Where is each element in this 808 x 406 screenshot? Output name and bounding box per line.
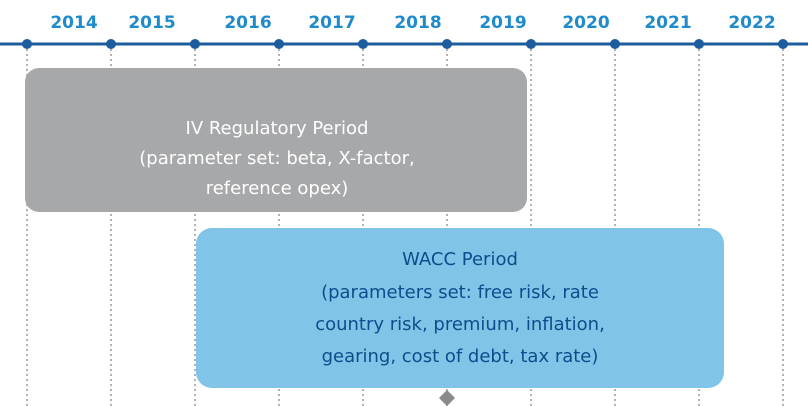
year-label: 2018 (394, 13, 441, 33)
year-label: 2017 (308, 13, 355, 33)
period-text: reference opex) (206, 178, 349, 199)
timeline-dot (22, 39, 32, 49)
period-text: WACC Period (402, 249, 518, 270)
period-text: country risk, premium, inflation, (315, 314, 605, 335)
timeline-dot (106, 39, 116, 49)
period-text: (parameters set: free risk, rate (321, 282, 599, 303)
wacc-period-box (196, 228, 724, 388)
year-label: 2021 (644, 13, 691, 33)
timeline-dot (442, 39, 452, 49)
timeline-dot (778, 39, 788, 49)
year-label: 2016 (224, 13, 271, 33)
period-text: (parameter set: beta, X-factor, (139, 148, 414, 169)
timeline-dot (190, 39, 200, 49)
year-label: 2014 (50, 13, 97, 33)
year-label: 2022 (728, 13, 775, 33)
regulatory-period-box (25, 68, 527, 212)
year-label: 2015 (128, 13, 175, 33)
period-text: gearing, cost of debt, tax rate) (322, 346, 599, 367)
timeline-dot (610, 39, 620, 49)
year-label: 2020 (562, 13, 609, 33)
timeline-dot (526, 39, 536, 49)
marker-diamond (439, 390, 455, 406)
timeline-dot (694, 39, 704, 49)
timeline-dot (358, 39, 368, 49)
period-text: IV Regulatory Period (186, 118, 369, 139)
year-label: 2019 (479, 13, 526, 33)
timeline-dot (274, 39, 284, 49)
